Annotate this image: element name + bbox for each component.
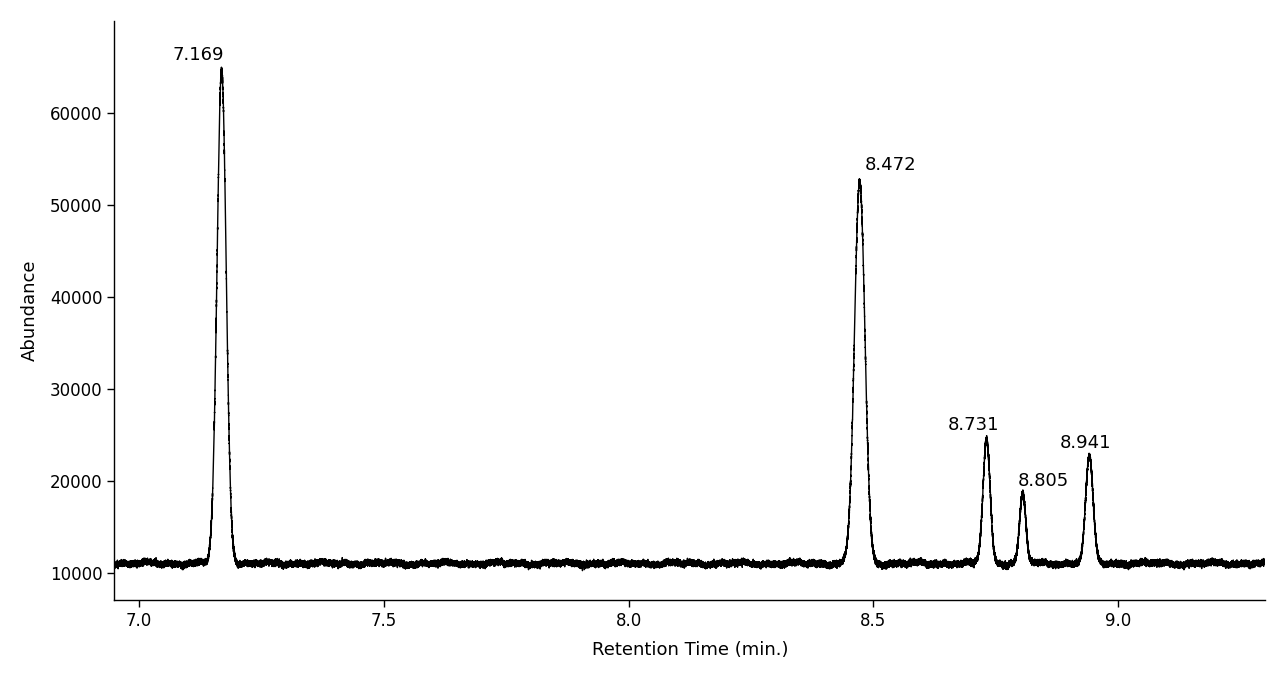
Y-axis label: Abundance: Abundance bbox=[21, 260, 39, 361]
Text: 8.472: 8.472 bbox=[864, 156, 916, 175]
X-axis label: Retention Time (min.): Retention Time (min.) bbox=[592, 641, 788, 659]
Text: 8.941: 8.941 bbox=[1060, 434, 1111, 452]
Text: 8.805: 8.805 bbox=[1017, 472, 1069, 490]
Text: 7.169: 7.169 bbox=[172, 46, 224, 64]
Text: 8.731: 8.731 bbox=[948, 415, 999, 434]
